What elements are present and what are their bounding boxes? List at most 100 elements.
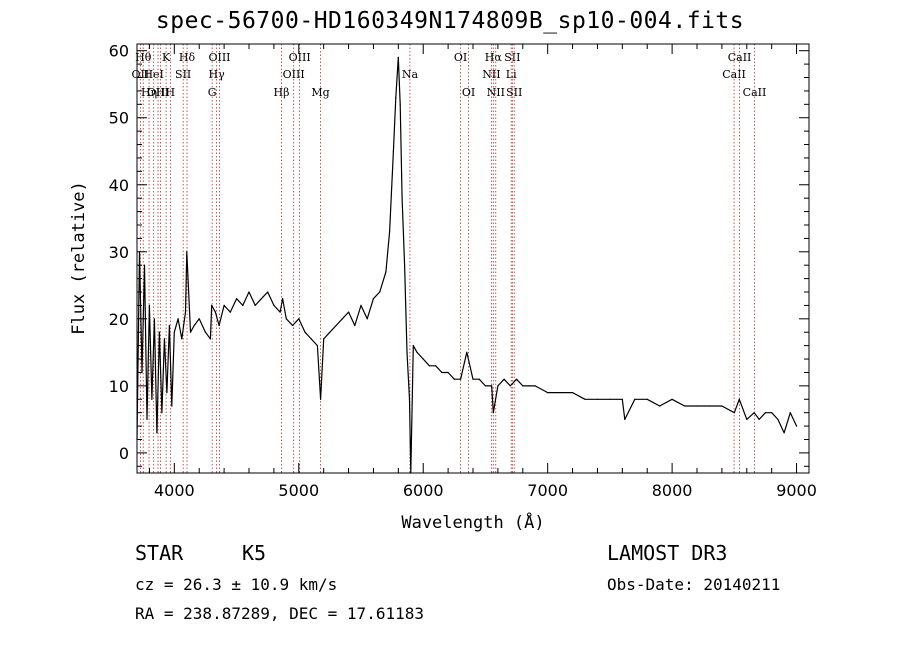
spectrum-point bbox=[478, 378, 480, 380]
spectrum-point bbox=[492, 412, 494, 414]
spectrum-point bbox=[298, 318, 300, 320]
y-tick-label: 20 bbox=[109, 310, 129, 329]
spectral-line-label: OIII bbox=[289, 51, 311, 64]
spectrum-point bbox=[267, 291, 269, 293]
spectrum-point bbox=[163, 338, 165, 340]
spectrum-point bbox=[684, 405, 686, 407]
spectrum-point bbox=[392, 150, 394, 152]
spectrum-point bbox=[796, 425, 798, 427]
spectral-line-label: OI bbox=[462, 86, 475, 99]
spectrum-point bbox=[198, 318, 200, 320]
spectrum-point bbox=[503, 378, 505, 380]
spectral-line-label: Hη bbox=[141, 86, 157, 99]
spectrum-point bbox=[491, 385, 493, 387]
spectrum-point bbox=[395, 97, 397, 99]
spectrum-point bbox=[534, 385, 536, 387]
spectrum-point bbox=[422, 358, 424, 360]
spectral-line-label: OII bbox=[132, 68, 150, 81]
spectrum-point bbox=[184, 311, 187, 313]
survey-label: LAMOST DR3 bbox=[607, 541, 728, 565]
spectrum-point bbox=[168, 324, 170, 327]
observation-date: Obs-Date: 20140211 bbox=[607, 575, 781, 594]
spectrum-point bbox=[733, 412, 735, 414]
spectrum-point bbox=[223, 304, 225, 306]
spectrum-point bbox=[764, 412, 767, 414]
spectrum-point bbox=[559, 392, 561, 394]
series-layer bbox=[136, 56, 798, 474]
spectrum-point bbox=[696, 405, 698, 407]
spectrum-series-line bbox=[136, 56, 798, 474]
spectral-line-label: Li bbox=[506, 68, 517, 81]
spectrum-point bbox=[214, 311, 216, 313]
spectrum-point bbox=[153, 318, 155, 320]
spectrum-point bbox=[777, 418, 779, 420]
spectrum-point bbox=[404, 264, 406, 266]
spectral-line-label: K bbox=[162, 51, 171, 64]
spectral-line-label: Hα bbox=[485, 51, 503, 64]
spectrum-point bbox=[341, 318, 343, 320]
spectrum-point bbox=[659, 405, 661, 407]
spectrum-point bbox=[279, 311, 281, 313]
y-tick-label: 30 bbox=[109, 243, 129, 262]
spectrum-point bbox=[348, 311, 350, 313]
spectrum-point bbox=[166, 392, 168, 394]
spectral-line-label: H bbox=[156, 86, 166, 99]
spectral-line-label: NII bbox=[482, 68, 500, 81]
spectrum-point bbox=[329, 331, 331, 333]
y-tick-label: 50 bbox=[109, 109, 129, 128]
spectral-line-label: SII bbox=[506, 86, 522, 99]
spectral-line-label: H bbox=[166, 86, 176, 99]
spectrum-point bbox=[584, 398, 586, 400]
spectrum-point bbox=[310, 338, 312, 340]
spectrum-point bbox=[209, 338, 211, 340]
spectrum-point bbox=[746, 418, 748, 420]
spectrum-point bbox=[156, 432, 158, 434]
spectrum-point bbox=[428, 365, 430, 367]
spectrum-point bbox=[416, 351, 418, 353]
spectrum-point bbox=[320, 398, 322, 400]
spectrum-point bbox=[158, 331, 160, 333]
spectrum-point bbox=[304, 331, 306, 333]
spectrum-point bbox=[453, 378, 455, 380]
spectral-line-label: OIII bbox=[283, 68, 305, 81]
spectrum-point bbox=[236, 298, 238, 300]
spectrum-point bbox=[146, 418, 148, 420]
spectral-line-label: Hδ bbox=[179, 51, 196, 64]
spectrum-point bbox=[516, 378, 518, 380]
x-tick-label: 8000 bbox=[652, 481, 693, 500]
spectral-line-label: CaII bbox=[728, 51, 752, 64]
spectrum-point bbox=[397, 56, 399, 59]
spectrum-point bbox=[143, 264, 146, 266]
spectrum-point bbox=[389, 231, 391, 233]
spectrum-point bbox=[406, 351, 408, 353]
spectrum-point bbox=[522, 385, 524, 387]
spectral-line-label: OIII bbox=[147, 86, 169, 99]
spectrum-point bbox=[708, 405, 711, 407]
x-axis-label: Wavelength (Å) bbox=[401, 511, 544, 533]
spectrum-point bbox=[379, 291, 381, 293]
spectral-line-label: G bbox=[208, 86, 217, 99]
spectrum-point bbox=[254, 304, 256, 306]
spectrum-point bbox=[385, 271, 387, 273]
y-tick-label: 0 bbox=[119, 444, 129, 463]
spectral-line-label: SII bbox=[504, 51, 520, 64]
spectral-line-label: Hβ bbox=[274, 86, 290, 99]
redshift-cz: cz = 26.3 ± 10.9 km/s bbox=[135, 575, 338, 594]
spectral-line-label: HeI bbox=[143, 68, 163, 81]
spectrum-point bbox=[242, 304, 244, 306]
spectrum-point bbox=[189, 331, 192, 333]
spectral-line-label: CaII bbox=[743, 86, 767, 99]
spectrum-point bbox=[161, 412, 163, 414]
spectral-line-label: Mg bbox=[311, 86, 329, 99]
spectral-line-label: Hθ bbox=[135, 51, 152, 64]
spectrum-point bbox=[335, 324, 337, 327]
spectrum-point bbox=[181, 338, 183, 340]
y-axis-label: Flux (relative) bbox=[69, 181, 89, 335]
spectrum-point bbox=[572, 392, 574, 394]
spectrum-point bbox=[177, 318, 179, 320]
spectrum-point bbox=[193, 324, 195, 327]
spectrum-point bbox=[399, 103, 401, 105]
spectrum-point bbox=[671, 398, 673, 400]
spectrum-point bbox=[624, 418, 626, 420]
spectrum-point bbox=[771, 412, 773, 414]
